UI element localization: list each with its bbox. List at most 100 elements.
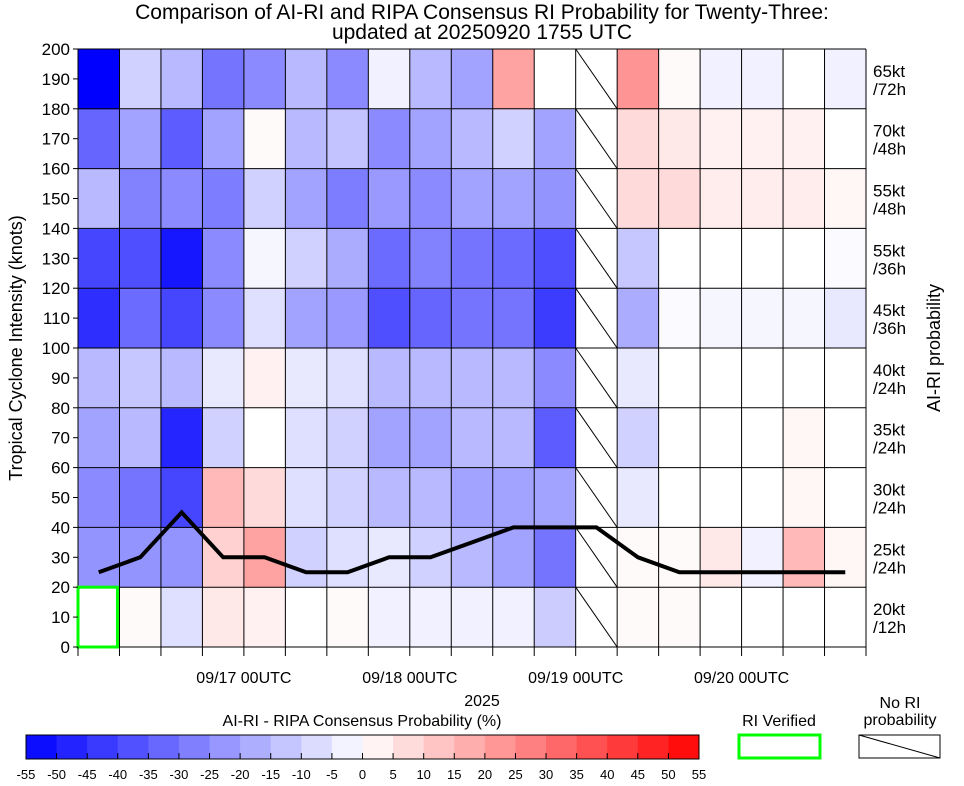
heatmap-cell (243, 168, 286, 229)
heatmap-cell (783, 228, 826, 289)
legend-verified-label: RI Verified (742, 713, 816, 730)
y-tick-label: 30 (51, 548, 70, 567)
chart-title: Comparison of AI-RI and RIPA Consensus R… (135, 1, 829, 24)
y-tick-label: 130 (42, 249, 70, 268)
heatmap-cell (824, 407, 867, 469)
heatmap-cell (78, 168, 120, 229)
heatmap-cell (492, 108, 535, 170)
heatmap-cell (492, 527, 535, 588)
heatmap-cell (824, 587, 867, 648)
heatmap-cell (368, 228, 411, 289)
heatmap-cell (119, 288, 162, 349)
heatmap-cell (617, 49, 660, 110)
heatmap-cell (534, 228, 577, 289)
heatmap-cell (741, 348, 784, 409)
y-tick-label: 90 (51, 369, 70, 388)
heatmap-cell (160, 348, 203, 409)
colorbar-segment (26, 735, 58, 759)
colorbar-tick-label: 35 (569, 767, 583, 782)
y-tick-label: 100 (42, 339, 70, 358)
chart-subtitle: updated at 20250920 1755 UTC (332, 21, 632, 44)
heatmap-cell (326, 587, 369, 648)
heatmap-cell (243, 587, 286, 648)
no-ri-hatch (575, 228, 618, 289)
colorbar-tick-label: -30 (170, 767, 189, 782)
heatmap-cell (700, 228, 743, 289)
heatmap-cell (534, 527, 577, 588)
heatmap-cell (492, 348, 535, 409)
heatmap-cell (326, 407, 369, 469)
heatmap-cell (658, 527, 701, 588)
row-label-threshold: 45kt (873, 301, 905, 320)
heatmap-cell (741, 108, 784, 170)
heatmap-cell (534, 108, 577, 170)
colorbar-tick-label: 25 (508, 767, 522, 782)
colorbar-tick-label: -35 (139, 767, 158, 782)
heatmap-cell (451, 108, 494, 170)
legend-no-ri-label-2: probability (864, 712, 937, 729)
intensity-line (98, 509, 846, 575)
heatmap-cell (534, 288, 577, 349)
colorbar-tick-label: -55 (17, 767, 36, 782)
colorbar-tick-label: -5 (326, 767, 338, 782)
heatmap-cell (658, 288, 701, 349)
heatmap-cell (700, 527, 743, 588)
heatmap-cell (285, 168, 328, 229)
x-tick-label: 09/20 00UTC (694, 670, 789, 687)
y-tick-label: 190 (42, 70, 70, 89)
no-ri-hatch (575, 467, 618, 528)
colorbar-segment (454, 735, 486, 759)
heatmap-cell (783, 49, 826, 110)
heatmap-cell (285, 348, 328, 409)
heatmap-cell (658, 587, 701, 648)
colorbar-segment (87, 735, 119, 759)
right-axis-label: AI-RI probability (924, 284, 944, 412)
heatmap-cell (285, 467, 328, 528)
colorbar-tick-label: -40 (108, 767, 127, 782)
heatmap-cell (326, 288, 369, 349)
no-ri-hatch (575, 586, 618, 648)
heatmap-cell (617, 168, 660, 229)
row-label-threshold: 40kt (873, 361, 905, 380)
heatmap-cell (78, 467, 120, 528)
colorbar-tick-label: -45 (78, 767, 97, 782)
row-label-threshold: 30kt (873, 481, 905, 500)
heatmap-cell (243, 228, 286, 289)
heatmap-cell (617, 348, 660, 409)
row-label-threshold: 65kt (873, 62, 905, 81)
colorbar-tick-label: 5 (389, 767, 396, 782)
heatmap-cell (202, 407, 245, 469)
heatmap-cell (824, 348, 867, 409)
heatmap-cell (202, 108, 245, 170)
colorbar-segment (484, 735, 516, 759)
no-ri-hatch (575, 347, 618, 409)
colorbar-segment (362, 735, 394, 759)
no-ri-hatches (575, 48, 618, 648)
heatmap-cell (78, 49, 120, 110)
row-label-period: /72h (873, 80, 906, 99)
heatmap-cell (783, 108, 826, 170)
heatmap-cell (119, 49, 162, 110)
heatmap-cell (700, 348, 743, 409)
heatmap-cell (285, 108, 328, 170)
heatmap-cell (368, 348, 411, 409)
heatmap-cell (243, 49, 286, 110)
heatmap-cell (534, 407, 577, 469)
colorbar-tick-label: 45 (631, 767, 645, 782)
heatmap-cell (700, 288, 743, 349)
heatmap-cell (492, 467, 535, 528)
heatmap-cell (285, 49, 328, 110)
colorbar-tick-label: 55 (692, 767, 706, 782)
heatmap-cell (451, 228, 494, 289)
colorbar-segment (270, 735, 302, 759)
row-label-period: /36h (873, 259, 906, 278)
colorbar-tick-label: 20 (478, 767, 492, 782)
colorbar-tick-label: 15 (447, 767, 461, 782)
heatmap-cell (824, 49, 867, 110)
y-tick-label: 10 (51, 608, 70, 627)
grid-lines (77, 48, 867, 648)
heatmap-cell (78, 108, 120, 170)
row-labels: 20kt/12h25kt/24h30kt/24h35kt/24h40kt/24h… (873, 62, 906, 637)
colorbar-segment (576, 735, 608, 759)
heatmap-cell (409, 228, 452, 289)
